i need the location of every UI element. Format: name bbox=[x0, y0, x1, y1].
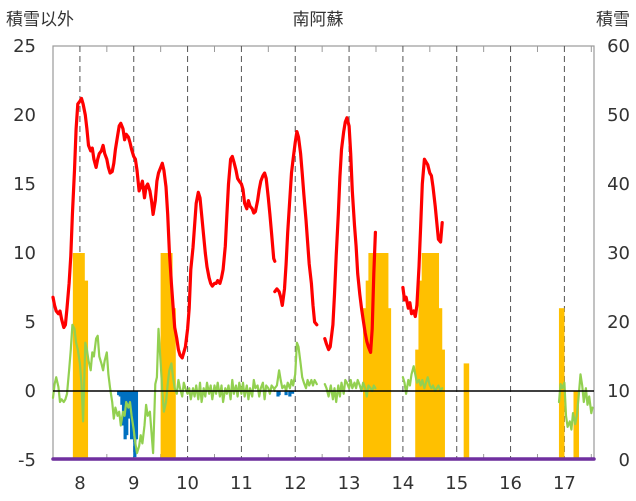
snowfall-bar bbox=[573, 391, 579, 460]
blue-bar bbox=[120, 391, 124, 405]
blue-bar bbox=[133, 391, 137, 458]
temperature-line bbox=[323, 116, 377, 354]
snowfall-bar bbox=[160, 253, 167, 460]
snowfall-bar bbox=[433, 253, 440, 460]
blue-bar bbox=[290, 391, 295, 394]
left-tick-labels: -5 0 5 10 15 20 25 bbox=[13, 36, 36, 471]
snowfall-bar bbox=[427, 253, 433, 460]
green-line bbox=[401, 365, 444, 395]
temperature-line bbox=[401, 157, 444, 319]
snowfall-bar bbox=[167, 253, 173, 460]
blue-bar bbox=[117, 391, 121, 396]
blue-bar bbox=[134, 391, 139, 440]
left-tick-label: 5 bbox=[25, 312, 36, 333]
snowfall-bar bbox=[79, 253, 85, 460]
x-tick-label-10: 10 bbox=[176, 473, 199, 494]
blue-bar bbox=[118, 391, 122, 397]
temperature-line bbox=[51, 96, 277, 360]
blue-bar bbox=[277, 391, 281, 396]
x-tick-label-8: 8 bbox=[74, 473, 85, 494]
snowfall-bar bbox=[415, 349, 421, 460]
right-tick-label: 60 bbox=[607, 36, 630, 57]
x-tick-label-16: 16 bbox=[499, 473, 522, 494]
right-axis-label: 積雪 bbox=[596, 10, 630, 30]
chart-title: 南阿蘇 bbox=[293, 10, 344, 30]
green-line bbox=[273, 341, 318, 393]
x-tick-label-12: 12 bbox=[284, 473, 307, 494]
x-tick-label-14: 14 bbox=[391, 473, 414, 494]
blue-bar bbox=[125, 391, 129, 436]
right-tick-label: 20 bbox=[607, 312, 630, 333]
snowfall-bar bbox=[439, 349, 445, 460]
x-tick-label-15: 15 bbox=[445, 473, 468, 494]
right-tick-labels: 0 10 20 30 40 50 60 bbox=[607, 36, 630, 471]
snowfall-bar bbox=[430, 253, 436, 460]
left-tick-label: 15 bbox=[13, 174, 36, 195]
x-tick-label-13: 13 bbox=[338, 473, 361, 494]
snowfall-bar bbox=[379, 253, 386, 460]
x-tick-label-17: 17 bbox=[553, 473, 576, 494]
snowfall-bar bbox=[463, 363, 470, 460]
left-tick-label: 20 bbox=[13, 105, 36, 126]
blue-bar bbox=[121, 391, 126, 426]
snowfall-bar bbox=[418, 280, 424, 460]
snowfall-bar bbox=[163, 253, 170, 460]
x-tick-label-9: 9 bbox=[128, 473, 139, 494]
x-tick-labels: 8 9 10 11 12 13 14 15 16 17 bbox=[74, 473, 576, 494]
right-tick-label: 30 bbox=[607, 243, 630, 264]
x-tick-label-11: 11 bbox=[230, 473, 253, 494]
blue-bar bbox=[288, 391, 292, 397]
left-axis-label: 積雪以外 bbox=[6, 10, 74, 30]
left-tick-label: -5 bbox=[18, 450, 36, 471]
left-tick-label: 25 bbox=[13, 36, 36, 57]
green-line bbox=[323, 378, 377, 404]
snowfall-bar bbox=[385, 308, 392, 460]
blue-bar bbox=[284, 391, 288, 396]
snowfall-bar bbox=[72, 253, 79, 460]
right-tick-label: 40 bbox=[607, 174, 630, 195]
data-marks bbox=[51, 96, 596, 461]
right-tick-label: 0 bbox=[619, 450, 630, 471]
green-line bbox=[51, 323, 276, 455]
left-tick-label: 10 bbox=[13, 243, 36, 264]
left-tick-label: 0 bbox=[25, 381, 36, 402]
green-line bbox=[557, 373, 594, 431]
temperature-line bbox=[273, 130, 319, 327]
right-tick-label: 50 bbox=[607, 105, 630, 126]
right-tick-label: 10 bbox=[607, 381, 630, 402]
blue-bar bbox=[131, 391, 135, 433]
snowfall-bar bbox=[371, 253, 377, 460]
